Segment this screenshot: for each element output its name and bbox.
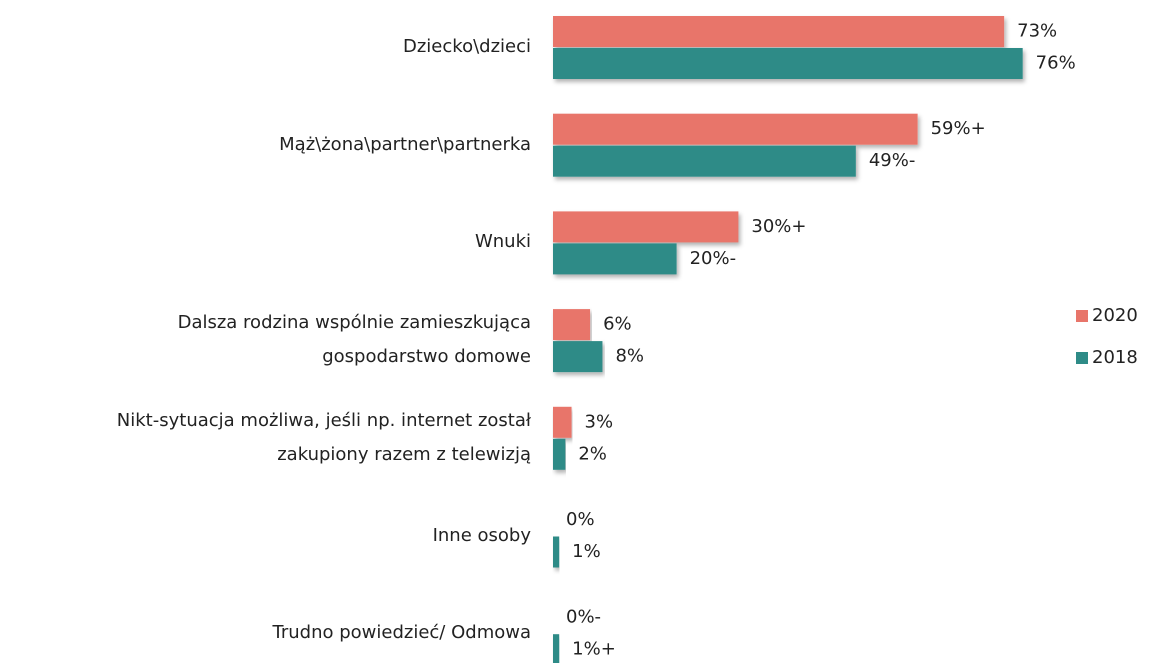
bar — [553, 211, 739, 243]
bar — [553, 634, 560, 663]
bar — [553, 341, 603, 373]
value-label: 0%- — [566, 607, 601, 628]
bar — [553, 243, 677, 275]
bar — [553, 16, 1005, 47]
value-label: 3% — [585, 411, 614, 432]
value-label: 76% — [1036, 53, 1076, 74]
bar — [553, 113, 918, 145]
value-label: 20%- — [690, 248, 737, 269]
value-label: 6% — [603, 314, 632, 335]
value-label: 59%+ — [931, 118, 986, 139]
bar — [553, 145, 856, 177]
value-label: 73% — [1017, 21, 1057, 42]
bar — [553, 406, 572, 438]
bar — [553, 536, 560, 568]
category-label: Nikt-sytuacja możliwa, jeśli np. interne… — [116, 409, 531, 465]
value-label: 0% — [566, 509, 595, 530]
value-label: 1%+ — [572, 639, 616, 660]
category-label: Inne osoby — [432, 524, 531, 546]
bar — [553, 48, 1023, 79]
value-label: 30%+ — [751, 216, 806, 237]
value-label: 2% — [578, 443, 607, 464]
value-label: 8% — [615, 346, 644, 367]
bar — [553, 309, 591, 341]
bar — [553, 438, 566, 470]
category-label: Wnuki — [474, 231, 531, 253]
category-label: Trudno powiedzieć/ Odmowa — [272, 622, 532, 644]
category-label: Dziecko\dzieci — [403, 36, 531, 57]
legend-swatch — [1076, 352, 1088, 364]
legend-label: 2018 — [1092, 347, 1138, 368]
legend-label: 2020 — [1092, 305, 1138, 326]
value-label: 1% — [572, 541, 601, 562]
category-label: Dalsza rodzina wspólnie zamieszkująca go… — [177, 312, 531, 368]
value-label: 49%- — [869, 150, 916, 171]
category-label: Mąż\żona\partner\partnerka — [279, 133, 531, 155]
legend-swatch — [1076, 310, 1088, 322]
